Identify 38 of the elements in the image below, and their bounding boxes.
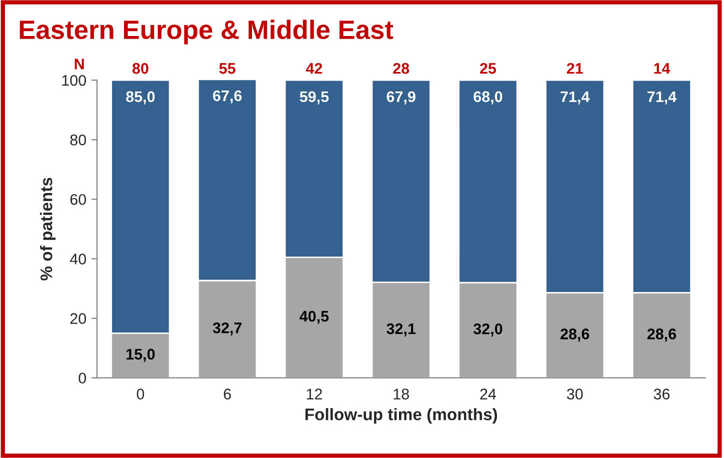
data-label: 71,4 — [648, 91, 677, 104]
text: 55 — [219, 63, 236, 74]
text: 28 — [393, 63, 410, 74]
x-tick-label: 30 — [566, 388, 583, 400]
data-label: 32,1 — [386, 323, 416, 336]
text: 80 — [132, 63, 148, 74]
y-tick-label: 40 — [70, 254, 86, 264]
x-tick-label: 18 — [394, 388, 409, 400]
text: 42 — [306, 63, 322, 74]
y-axis-title: % of patients — [40, 178, 56, 280]
x-tick-label: 36 — [654, 388, 670, 400]
text: N — [74, 58, 84, 70]
x-tick-label: 12 — [306, 388, 322, 400]
text: 25 — [480, 63, 496, 74]
chart-title: Eastern Europe & Middle East — [20, 20, 394, 44]
y-tick-label: 0 — [78, 372, 86, 384]
data-label: 15,0 — [126, 348, 155, 362]
x-tick-label: 0 — [136, 388, 144, 400]
y-tick-label: 60 — [70, 194, 86, 205]
y-tick-label: 80 — [70, 134, 86, 146]
data-label: 67,9 — [386, 91, 416, 104]
text: 21 — [566, 63, 583, 74]
y-tick-label: 20 — [70, 313, 86, 324]
x-tick-label: 6 — [224, 388, 231, 400]
data-label: 71,4 — [560, 91, 590, 104]
text: 14 — [654, 63, 670, 74]
data-label: 85,0 — [126, 91, 155, 104]
data-label: 40,5 — [300, 310, 329, 324]
data-label: 67,6 — [213, 90, 242, 104]
y-tick-label: 100 — [62, 75, 86, 86]
data-label: 28,6 — [560, 328, 590, 342]
data-label: 32,7 — [212, 322, 242, 336]
data-label: 59,5 — [300, 91, 329, 104]
data-label: 28,6 — [647, 328, 676, 342]
x-tick-label: 24 — [480, 388, 496, 400]
data-label: 68,0 — [474, 91, 502, 104]
x-axis-title: Follow-up time (months) — [305, 408, 498, 424]
data-label: 32,0 — [473, 324, 502, 337]
